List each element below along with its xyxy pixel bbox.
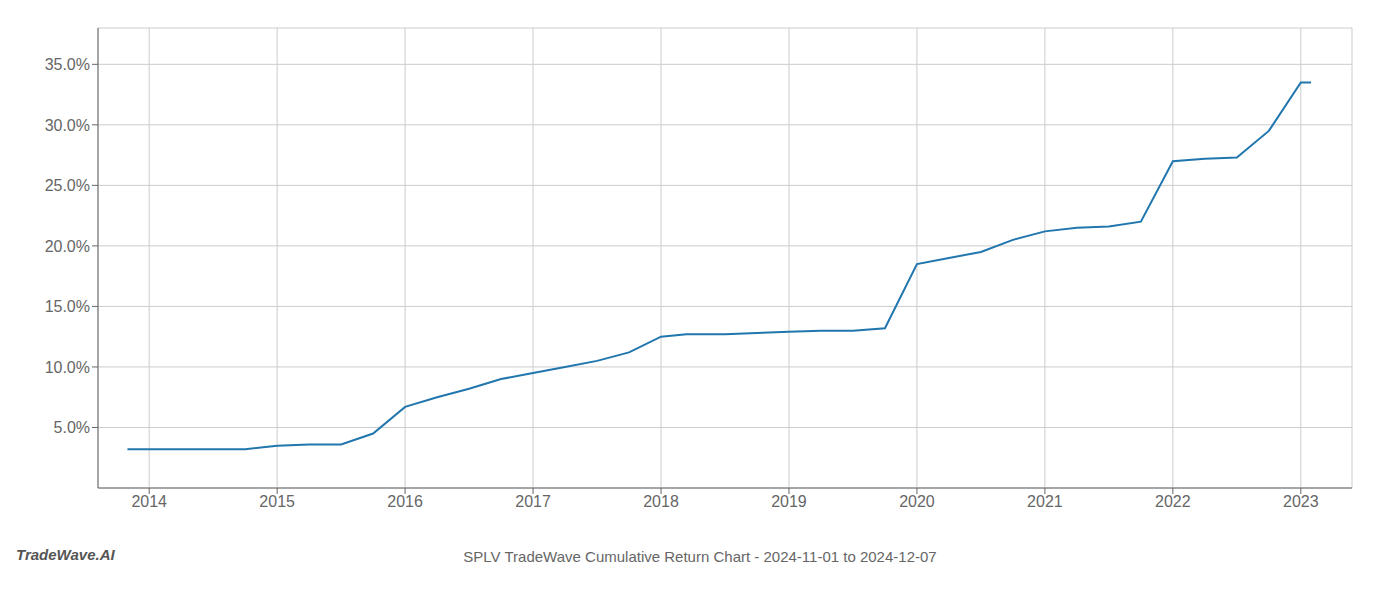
svg-text:2018: 2018 <box>643 493 679 510</box>
svg-text:10.0%: 10.0% <box>45 359 90 376</box>
html-text:TradeWave.AI: TradeWave.AI <box>16 546 115 563</box>
svg-text:25.0%: 25.0% <box>45 177 90 194</box>
svg-text:2023: 2023 <box>1283 493 1319 510</box>
svg-text:2016: 2016 <box>387 493 423 510</box>
svg-text:2015: 2015 <box>259 493 295 510</box>
svg-text:5.0%: 5.0% <box>54 419 90 436</box>
svg-text:2017: 2017 <box>515 493 551 510</box>
svg-text:2021: 2021 <box>1027 493 1063 510</box>
svg-text:2014: 2014 <box>131 493 167 510</box>
svg-text:2022: 2022 <box>1155 493 1191 510</box>
svg-text:2019: 2019 <box>771 493 807 510</box>
svg-text:20.0%: 20.0% <box>45 238 90 255</box>
html-text:SPLV TradeWave Cumulative Retu: SPLV TradeWave Cumulative Return Chart -… <box>463 547 937 565</box>
svg-text:15.0%: 15.0% <box>45 298 90 315</box>
svg-text:30.0%: 30.0% <box>45 117 90 134</box>
svg-text:2020: 2020 <box>899 493 935 510</box>
svg-text:35.0%: 35.0% <box>45 56 90 73</box>
